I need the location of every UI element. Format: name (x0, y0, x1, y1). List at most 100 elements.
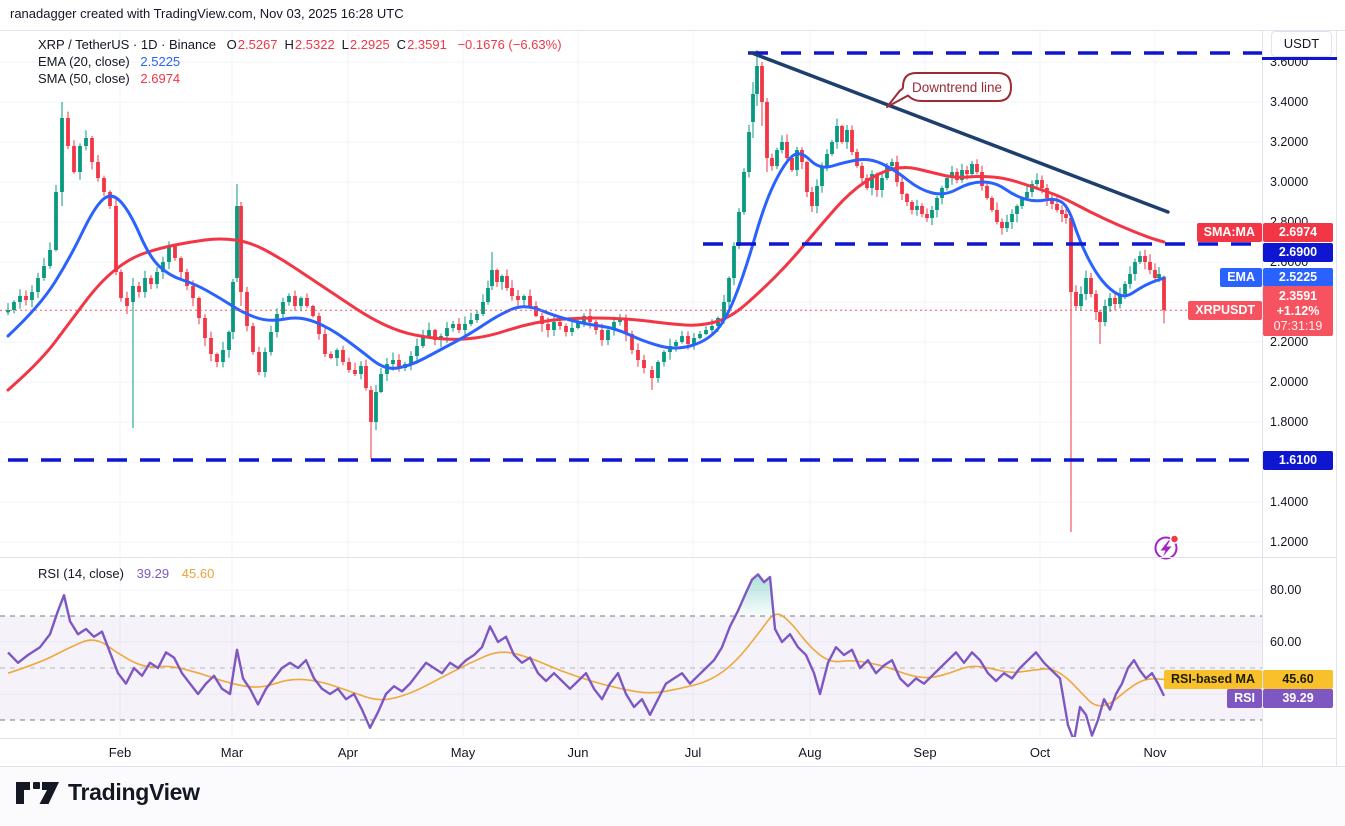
change-value: −0.1676 (−6.63%) (457, 37, 562, 52)
candle-body (1108, 298, 1112, 306)
rsi-title: RSI (14, close) (38, 566, 124, 581)
candle-body (925, 214, 929, 218)
downtrend-callout[interactable]: Downtrend line (886, 72, 1012, 108)
support-resistance-lines[interactable] (8, 51, 1262, 462)
candle-body (299, 298, 303, 306)
candle-body (374, 392, 378, 422)
candle-body (457, 324, 461, 330)
time-axis-month-label: Jun (568, 745, 589, 760)
ohlc-value-open: 2.5267 (237, 37, 278, 52)
candle-body (131, 286, 135, 302)
rsi-tick-label: 80.00 (1270, 582, 1306, 598)
candle-body (630, 334, 634, 350)
candle-body (751, 94, 755, 122)
candle-body (698, 334, 702, 338)
widget-bottom-border (0, 766, 1345, 767)
candle-body (900, 182, 904, 194)
trendline[interactable] (750, 51, 1170, 214)
candle-body (935, 198, 939, 210)
candle-body (102, 178, 106, 192)
candle-body (1074, 292, 1078, 306)
candle-body (137, 286, 141, 292)
candle-body (760, 66, 764, 102)
sma-legend-row[interactable]: SMA (50, close) 2.6974 (38, 70, 562, 87)
candle-body (960, 170, 964, 180)
candle-body (311, 306, 315, 316)
sma50-line (6, 166, 1166, 392)
last-price-value: 2.3591 (1278, 289, 1318, 303)
tradingview-logo[interactable]: TradingView (14, 779, 200, 806)
candle-body (463, 324, 467, 330)
time-axis-month-label: Nov (1143, 745, 1167, 760)
candle-body (287, 296, 291, 302)
candle-body (722, 302, 726, 318)
candle-body (1084, 278, 1088, 294)
candle-body (24, 296, 28, 300)
rsi-legend[interactable]: RSI (14, close) 39.29 45.60 (38, 566, 214, 581)
price-tick-label: 3.0000 (1270, 174, 1313, 190)
currency-toggle-button[interactable]: USDT (1271, 31, 1332, 57)
candle-body (60, 118, 64, 192)
candle-body (995, 210, 999, 222)
candle-body (540, 316, 544, 324)
candle-body (335, 350, 339, 358)
symbol-title: XRP / TetherUS · 1D · Binance (38, 37, 216, 52)
last-price-axis-tag: XRPUSDT (1188, 301, 1262, 320)
candle-body (495, 270, 499, 282)
candle-body (965, 170, 969, 174)
candle-body (6, 310, 10, 313)
flash-icon[interactable] (1154, 534, 1180, 560)
candle-body (710, 326, 714, 330)
candle-body (600, 330, 604, 340)
rsi-ma-value: 45.60 (181, 566, 215, 581)
candle-body (90, 138, 94, 162)
candle-body (433, 330, 437, 340)
notification-dot (1169, 534, 1180, 544)
callout-text: Downtrend line (912, 80, 1002, 95)
candle-body (850, 130, 854, 152)
sma-label: SMA (50, close) (38, 71, 130, 86)
downtrend-line-drawing[interactable] (750, 51, 1170, 214)
candle-body (795, 150, 799, 170)
callout-bubble (886, 72, 1012, 108)
candle-body (490, 270, 494, 286)
candle-body (830, 142, 834, 154)
rsi-value: 39.29 (136, 566, 170, 581)
candle-body (546, 324, 550, 330)
candle-body (167, 246, 171, 262)
time-axis-month-label: Apr (338, 745, 359, 760)
candle-body (239, 206, 243, 292)
rsi-tick-label: 60.00 (1270, 634, 1306, 650)
candle-body (78, 146, 82, 172)
candle-body (1103, 306, 1107, 322)
candle-body (341, 350, 345, 362)
ema-legend-row[interactable]: EMA (20, close) 2.5225 (38, 53, 562, 70)
candle-body (1035, 180, 1039, 184)
candle-body (662, 352, 666, 362)
candle-body (364, 366, 368, 388)
candle-body (269, 332, 273, 352)
candle-body (1010, 214, 1014, 222)
candle-body (1123, 284, 1127, 294)
ema-axis-tag: EMA (1220, 268, 1262, 287)
pane-divider[interactable] (0, 557, 1337, 558)
candle-body (785, 142, 789, 158)
candle-body (558, 322, 562, 326)
candle-body (970, 164, 974, 174)
candle-body (257, 352, 261, 372)
candle-body (920, 206, 924, 214)
candle-body (510, 288, 514, 296)
price-tick-label: 3.4000 (1270, 94, 1313, 110)
candle-body (755, 66, 759, 94)
tradingview-logo-text: TradingView (68, 779, 200, 805)
candle-body (1040, 180, 1044, 188)
candle-body (84, 138, 88, 146)
candle-body (125, 298, 129, 306)
candle-body (528, 296, 532, 306)
candle-body (1089, 278, 1093, 294)
candle-body (481, 302, 485, 314)
time-axis-month-label: Aug (798, 745, 821, 760)
candle-body (732, 246, 736, 278)
symbol-row[interactable]: XRP / TetherUS · 1D · Binance O2.5267 H2.… (38, 36, 562, 53)
